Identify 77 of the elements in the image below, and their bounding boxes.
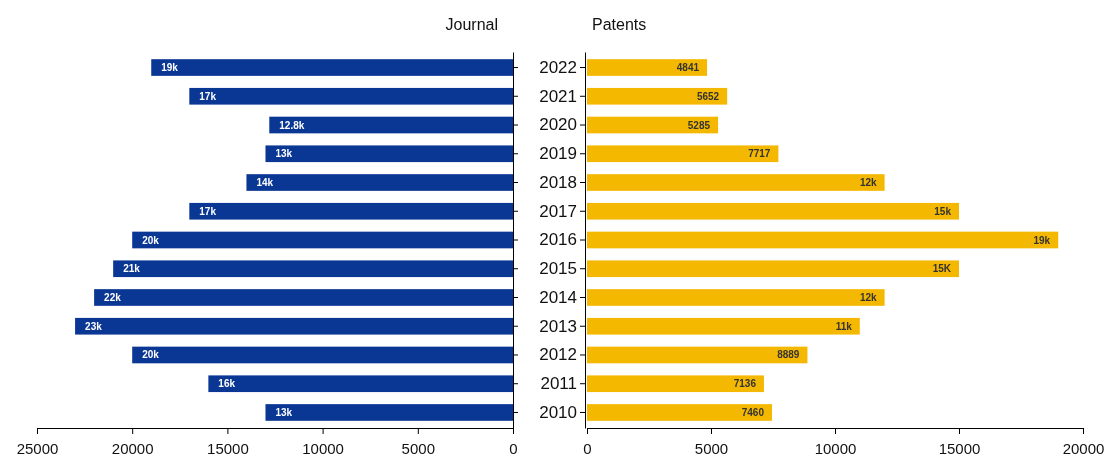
data-label: 5285 (687, 119, 711, 131)
data-label: 20k (142, 349, 160, 361)
data-label: 14k (256, 177, 274, 189)
chart-title: Patents (592, 16, 647, 33)
data-label: 19k (1033, 234, 1051, 246)
data-label: 12.8k (279, 119, 305, 131)
data-label: 5652 (696, 90, 720, 102)
x-tick-label: 10000 (814, 439, 857, 457)
y-tick-label: 2019 (539, 144, 577, 164)
y-tick-label: 2018 (539, 172, 577, 192)
data-label: 12k (859, 177, 878, 189)
x-tick-label: 20000 (111, 439, 154, 457)
x-tick-label: 5000 (401, 439, 435, 457)
x-tick-label: 25000 (16, 439, 59, 457)
data-label: 17k (199, 205, 217, 217)
bar (587, 289, 885, 306)
y-tick-label: 2010 (539, 402, 577, 422)
bar (587, 59, 708, 76)
y-tick-label: 2016 (539, 230, 577, 250)
x-tick-label: 10000 (302, 439, 344, 457)
data-label: 13k (275, 148, 293, 160)
bar (265, 404, 513, 421)
bar (151, 59, 513, 76)
x-tick-label: 15000 (207, 439, 249, 457)
data-label: 11k (835, 320, 853, 332)
x-tick-label: 20000 (1062, 439, 1105, 457)
bar (246, 174, 513, 191)
data-label: 15K (932, 263, 952, 275)
chart-title: Journal (445, 16, 498, 33)
data-label: 17k (199, 90, 217, 102)
bar (189, 87, 513, 105)
bar (587, 231, 1059, 249)
x-tick-label: 5000 (694, 439, 729, 457)
data-label: 4841 (676, 62, 700, 74)
y-tick-label: 2013 (539, 316, 577, 336)
bar (269, 116, 513, 134)
bar (587, 202, 959, 220)
bar (75, 317, 513, 335)
bar (587, 317, 860, 335)
y-tick-label: 2017 (539, 201, 577, 221)
data-label: 21k (123, 263, 141, 275)
bar (587, 404, 773, 421)
y-tick-label: 2022 (539, 57, 577, 77)
data-label: 19k (161, 62, 179, 74)
bar (587, 87, 728, 105)
bar (189, 202, 513, 220)
data-label: 7717 (748, 148, 771, 160)
x-tick-label: 0 (583, 439, 592, 457)
y-tick-label: 2020 (539, 115, 577, 135)
y-tick-label: 2012 (539, 345, 577, 365)
data-label: 15k (934, 205, 952, 217)
x-tick-label: 15000 (938, 439, 981, 457)
data-label: 7136 (733, 378, 757, 390)
x-tick-label: 0 (509, 439, 518, 457)
bar (132, 231, 513, 249)
bar (587, 145, 779, 163)
bar (208, 375, 513, 393)
data-label: 7460 (741, 406, 765, 418)
y-tick-label: 2011 (540, 374, 577, 394)
bar (587, 346, 808, 364)
data-label: 13k (275, 406, 293, 418)
bar (265, 145, 513, 163)
bar (113, 260, 513, 278)
data-label: 16k (218, 378, 236, 390)
bar (587, 375, 764, 393)
data-label: 23k (85, 320, 103, 332)
data-label: 12k (859, 291, 878, 303)
y-tick-label: 2021 (539, 86, 577, 106)
bar (94, 289, 513, 306)
y-tick-label: 2014 (539, 287, 577, 307)
bar (587, 260, 959, 278)
data-label: 8889 (777, 349, 800, 361)
data-label: 20k (142, 234, 160, 246)
bar (132, 346, 513, 364)
y-tick-label: 2015 (539, 259, 577, 279)
data-label: 22k (104, 291, 122, 303)
bar (587, 174, 885, 191)
